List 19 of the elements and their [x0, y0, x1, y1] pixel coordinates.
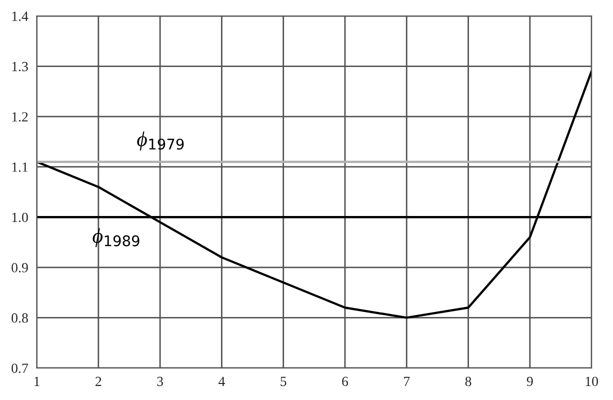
- x-tick-label: 1: [34, 376, 40, 386]
- y-tick-label: 1.2: [12, 112, 28, 122]
- x-tick-label: 8: [465, 376, 472, 386]
- y-tick-label: 1.4: [12, 12, 28, 22]
- y-tick-label: 1.1: [12, 162, 28, 172]
- y-tick-label: 1.3: [12, 62, 28, 72]
- x-tick-label: 6: [342, 376, 348, 386]
- y-tick-label: 0.7: [12, 364, 28, 374]
- x-tick-label: 3: [157, 376, 163, 386]
- x-tick-label: 4: [218, 376, 225, 386]
- y-tick-label: 1.0: [12, 212, 28, 222]
- x-tick-label: 5: [280, 376, 286, 386]
- y-tick-label: 0.9: [12, 263, 28, 272]
- line-series: [36, 70, 592, 319]
- y-tick-label: 0.8: [12, 313, 28, 323]
- x-tick-label: 7: [404, 376, 410, 386]
- x-tick-label: 9: [526, 376, 533, 386]
- x-tick-label: 2: [96, 376, 102, 386]
- x-tick-label: 10: [586, 376, 598, 386]
